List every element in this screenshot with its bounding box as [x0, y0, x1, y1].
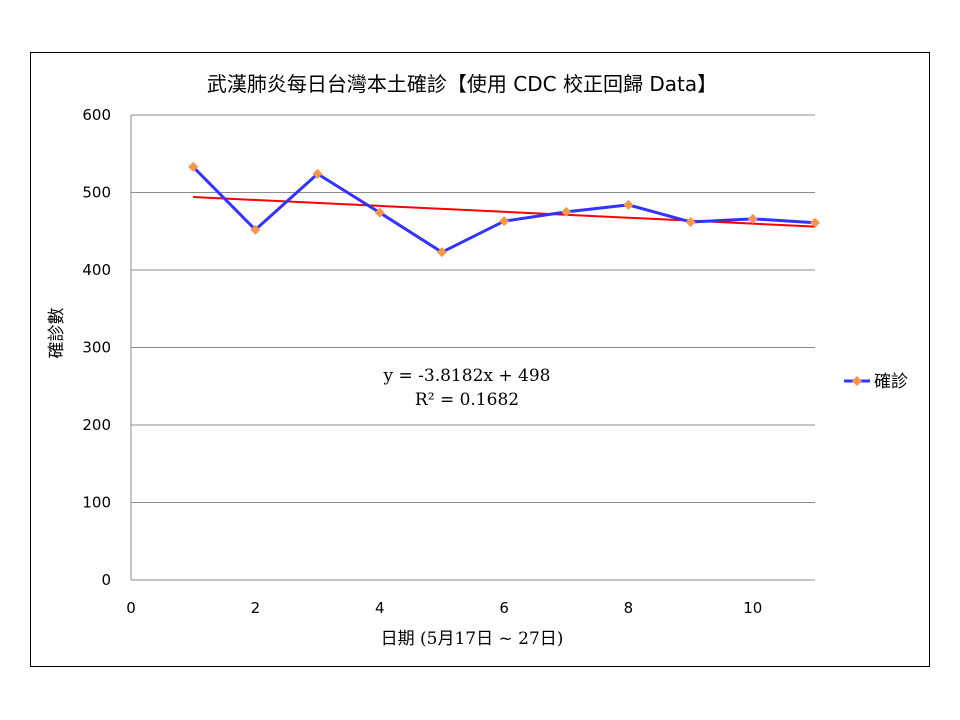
series-layer	[188, 161, 820, 258]
axes	[130, 115, 815, 581]
data-point-3	[312, 168, 323, 179]
chart-frame	[30, 52, 930, 667]
data-point-4	[374, 207, 385, 218]
data-point-9	[685, 216, 696, 227]
data-point-5	[436, 247, 447, 258]
y-tick-label-0: 0	[101, 571, 111, 589]
y-tick-label-200: 200	[82, 416, 111, 434]
data-point-7	[561, 206, 572, 217]
chart-title: 武漢肺炎每日台灣本土確診【使用 CDC 校正回歸 Data】	[207, 72, 717, 96]
y-tick-label-100: 100	[82, 494, 111, 512]
x-tick-label-0: 0	[126, 599, 136, 617]
x-tick-label-4: 4	[375, 599, 385, 617]
data-point-2	[250, 224, 261, 235]
y-tick-label-300: 300	[82, 339, 111, 357]
x-tick-label-6: 6	[499, 599, 509, 617]
data-point-11	[810, 217, 820, 228]
x-tick-label-10: 10	[743, 599, 762, 617]
tick-labels: 0 100 200 300 400 500 600 0 2 4 6 8 10	[82, 106, 762, 617]
x-tick-label-8: 8	[624, 599, 634, 617]
x-axis-label: 日期 (5月17日 ~ 27日)	[381, 629, 564, 649]
data-point-8	[623, 199, 634, 210]
y-axis-label: 確診數	[47, 308, 67, 359]
y-tick-label-400: 400	[82, 261, 111, 279]
legend: 確診	[844, 372, 908, 392]
data-point-10	[747, 213, 758, 224]
y-tick-label-600: 600	[82, 106, 111, 124]
series-line-0	[192, 165, 816, 254]
gridlines	[131, 114, 815, 503]
legend-label: 確診	[874, 372, 908, 392]
legend-marker	[852, 376, 862, 386]
data-point-6	[499, 216, 510, 227]
x-tick-label-2: 2	[251, 599, 261, 617]
data-point-1	[188, 161, 199, 172]
trendline-equation: y = -3.8182x + 498	[383, 366, 551, 386]
y-tick-label-500: 500	[82, 184, 111, 202]
trendline-r-squared: R² = 0.1682	[415, 390, 519, 410]
